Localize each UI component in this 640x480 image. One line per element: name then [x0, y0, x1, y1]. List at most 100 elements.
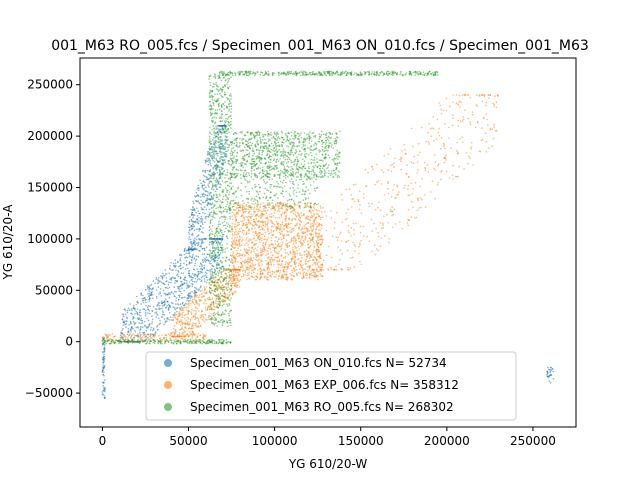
data-point — [202, 275, 204, 278]
data-point — [226, 118, 229, 120]
data-point — [301, 266, 303, 269]
data-point — [122, 336, 125, 339]
data-point — [303, 206, 306, 209]
data-point — [213, 250, 215, 253]
data-point — [192, 248, 195, 250]
data-point — [280, 262, 283, 265]
data-point — [285, 271, 287, 273]
data-point — [380, 227, 383, 229]
data-point — [204, 171, 207, 174]
data-point — [215, 256, 217, 259]
data-point — [225, 153, 227, 155]
data-point — [281, 264, 283, 266]
data-point — [179, 320, 182, 323]
data-point — [286, 209, 289, 212]
data-point — [261, 264, 264, 266]
data-point — [132, 305, 135, 307]
data-point — [283, 267, 286, 269]
data-point — [368, 205, 371, 208]
data-point — [226, 150, 228, 152]
data-point — [213, 241, 215, 244]
data-point — [214, 73, 216, 75]
data-point — [127, 328, 130, 330]
data-point — [236, 279, 239, 282]
data-point — [103, 346, 106, 349]
data-point — [151, 329, 154, 332]
data-point — [214, 190, 217, 193]
data-point — [213, 322, 215, 325]
data-point — [459, 120, 462, 122]
data-point — [203, 289, 206, 292]
data-point — [213, 258, 215, 261]
data-point — [359, 242, 361, 244]
data-point — [226, 203, 229, 205]
data-point — [224, 135, 227, 137]
data-point — [221, 265, 223, 268]
data-point — [352, 198, 355, 200]
data-point — [406, 222, 409, 224]
data-point — [221, 139, 224, 141]
data-point — [219, 292, 222, 295]
data-point — [211, 238, 214, 240]
data-point — [226, 293, 229, 296]
data-point — [367, 202, 370, 205]
data-point — [195, 294, 197, 296]
data-point — [209, 305, 211, 308]
data-point — [268, 232, 271, 235]
data-point — [222, 251, 224, 253]
data-point — [254, 258, 257, 261]
data-point — [272, 246, 274, 249]
data-point — [223, 300, 225, 302]
data-point — [215, 100, 218, 103]
data-point — [275, 251, 278, 254]
data-point — [412, 188, 415, 190]
data-point — [221, 318, 223, 321]
data-point — [222, 198, 224, 200]
data-point — [211, 252, 213, 254]
data-point — [198, 310, 200, 312]
data-point — [234, 260, 237, 263]
data-point — [291, 260, 293, 262]
data-point — [312, 159, 314, 161]
data-point — [225, 187, 227, 189]
data-point — [149, 338, 151, 341]
data-point — [312, 210, 314, 212]
data-point — [272, 258, 274, 261]
data-point — [285, 214, 288, 217]
data-point — [462, 118, 465, 121]
data-point — [149, 329, 152, 331]
data-point — [169, 337, 171, 340]
data-point — [230, 244, 233, 247]
data-point — [251, 262, 253, 265]
data-point — [200, 203, 203, 206]
data-point — [255, 242, 257, 245]
data-point — [209, 220, 212, 222]
data-point — [291, 278, 293, 281]
data-point — [292, 217, 294, 220]
data-point — [493, 103, 496, 106]
data-point — [225, 310, 228, 312]
data-point — [235, 230, 237, 233]
data-point — [175, 300, 177, 302]
data-point — [260, 260, 263, 262]
data-point — [220, 94, 222, 97]
data-point — [335, 142, 338, 145]
data-point — [161, 276, 164, 279]
data-point — [423, 161, 426, 164]
data-point — [220, 184, 222, 186]
data-point — [314, 276, 317, 278]
data-point — [157, 282, 159, 285]
data-point — [286, 242, 289, 245]
data-point — [245, 226, 248, 229]
data-point — [190, 224, 193, 227]
data-point — [195, 309, 197, 312]
data-point — [184, 282, 186, 284]
data-point — [271, 273, 274, 276]
data-point — [139, 335, 141, 338]
data-point — [220, 105, 223, 107]
data-point — [216, 312, 218, 315]
data-point — [164, 334, 167, 336]
data-point — [190, 276, 193, 279]
data-point — [211, 148, 214, 151]
data-point — [259, 220, 261, 223]
